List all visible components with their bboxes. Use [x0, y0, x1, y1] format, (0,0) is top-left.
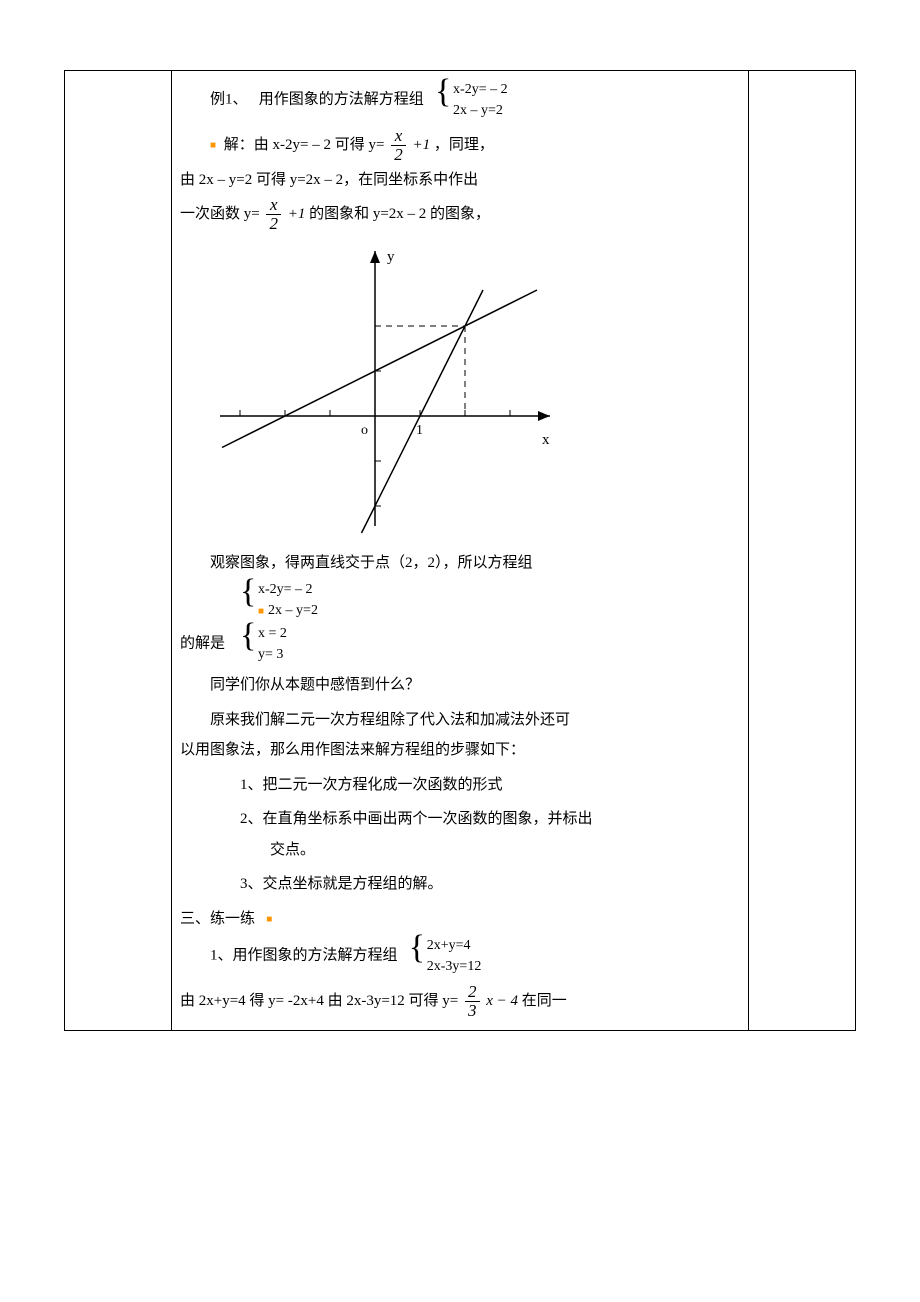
frac23-tail: x − 4 — [486, 993, 518, 1009]
coordinate-graph: o 1 x y — [200, 241, 560, 541]
lesson-table: 例1、 用作图象的方法解方程组 { x-2y= – 2 2x – y=2 ■ 解… — [64, 70, 856, 1031]
sol-lead2: 的解是 — [180, 636, 225, 652]
sec3-q1-lead: 1、用作图象的方法解方程组 — [210, 948, 398, 964]
ex1-system-row2: 2x – y=2 — [453, 100, 508, 121]
reflection-p1a: 原来我们解二元一次方程组除了代入法和加减法外还可 — [210, 706, 740, 735]
frac23-den: 3 — [465, 1002, 480, 1020]
fraction-x-over-2: x 2 — [391, 127, 406, 164]
obs-system-row1: x-2y= – 2 — [258, 579, 318, 600]
step-2a: 2、在直角坐标系中画出两个一次函数的图象，并标出 — [240, 805, 740, 834]
frac-den: 2 — [391, 146, 406, 164]
ex1-solution-line1: ■ 解：由 x-2y= – 2 可得 y= x 2 +1 ，同理， — [210, 127, 740, 164]
obs-system-block: { x-2y= – 2 ■2x – y=2 — [240, 579, 740, 621]
solution-system: { x = 2 y= 3 — [240, 623, 287, 665]
left-brace-icon: { — [240, 575, 256, 609]
sol-row2: y= 3 — [258, 644, 287, 665]
ex1-system-row1: x-2y= – 2 — [453, 79, 508, 100]
frac-num: x — [391, 127, 406, 146]
obs-system: { x-2y= – 2 ■2x – y=2 — [240, 579, 318, 621]
svg-text:1: 1 — [416, 423, 423, 438]
sol-lead-tail: ，同理， — [434, 137, 494, 153]
solution-line: 的解是 { x = 2 y= 3 — [180, 623, 740, 665]
step-1: 1、把二元一次方程化成一次函数的形式 — [240, 771, 740, 800]
left-brace-icon: { — [409, 931, 425, 965]
frac-tail-b: +1 — [288, 206, 306, 222]
svg-text:o: o — [361, 423, 368, 438]
ex1-prompt: 用作图象的方法解方程组 — [259, 91, 424, 107]
section3-title: 三、练一练 ■ — [180, 905, 740, 934]
frac23-num: 2 — [465, 983, 480, 1002]
sec3-derive: 由 2x+y=4 得 y= -2x+4 由 2x-3y=12 可得 y= 2 3… — [180, 983, 740, 1020]
ex1-line1: 例1、 用作图象的方法解方程组 { x-2y= – 2 2x – y=2 — [210, 79, 740, 121]
accent-dot-icon: ■ — [210, 140, 216, 151]
step-3: 3、交点坐标就是方程组的解。 — [240, 870, 740, 899]
ex1-label: 例1、 — [210, 91, 248, 107]
frac-tail: +1 — [412, 137, 430, 153]
ex1-solution-line3: 一次函数 y= x 2 +1 的图象和 y=2x – 2 的图象， — [180, 196, 740, 233]
svg-text:x: x — [542, 432, 550, 448]
svg-text:y: y — [387, 249, 395, 265]
step-2b: 交点。 — [270, 836, 740, 865]
left-brace-icon: { — [240, 619, 256, 653]
sol-lead: 解：由 x-2y= – 2 可得 y= — [224, 137, 385, 153]
sol-row1: x = 2 — [258, 623, 287, 644]
obs-system-row2: ■2x – y=2 — [258, 600, 318, 621]
right-margin-cell — [749, 71, 856, 1031]
accent-dot-icon: ■ — [266, 914, 272, 925]
sec3-line2b: 在同一 — [522, 993, 567, 1009]
sec3-q1: 1、用作图象的方法解方程组 { 2x+y=4 2x-3y=12 — [210, 935, 740, 977]
fraction-2-over-3: 2 3 — [465, 983, 480, 1020]
sec3-sys-row2: 2x-3y=12 — [427, 956, 482, 977]
left-brace-icon: { — [435, 75, 451, 109]
observation-line: 观察图象，得两直线交于点（2，2），所以方程组 — [210, 549, 740, 578]
reflection-p1b: 以用图象法，那么用作图法来解方程组的步骤如下： — [180, 736, 740, 765]
accent-dot-icon: ■ — [258, 606, 264, 617]
reflection-q: 同学们你从本题中感悟到什么？ — [210, 671, 740, 700]
frac-den-b: 2 — [266, 215, 281, 233]
ex1-solution-line2: 由 2x – y=2 可得 y=2x – 2，在同坐标系中作出 — [180, 166, 740, 195]
sec3-sys-row1: 2x+y=4 — [427, 935, 482, 956]
line3a: 一次函数 y= — [180, 206, 260, 222]
line3b: 的图象和 y=2x – 2 的图象， — [309, 206, 490, 222]
ex1-system: { x-2y= – 2 2x – y=2 — [435, 79, 508, 121]
frac-num-b: x — [266, 196, 281, 215]
fraction-x-over-2-b: x 2 — [266, 196, 281, 233]
main-content-cell: 例1、 用作图象的方法解方程组 { x-2y= – 2 2x – y=2 ■ 解… — [172, 71, 749, 1031]
sec3-system: { 2x+y=4 2x-3y=12 — [409, 935, 482, 977]
left-margin-cell — [65, 71, 172, 1031]
sec3-line2a: 由 2x+y=4 得 y= -2x+4 由 2x-3y=12 可得 y= — [180, 993, 458, 1009]
